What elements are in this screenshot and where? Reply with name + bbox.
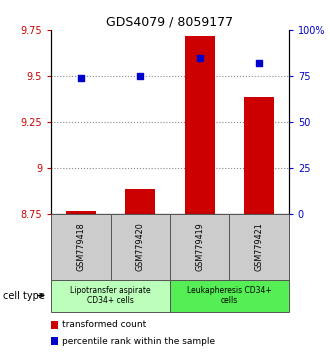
- Text: GSM779421: GSM779421: [254, 223, 264, 271]
- Text: GSM779420: GSM779420: [136, 223, 145, 271]
- Point: [256, 61, 262, 66]
- Point: [138, 73, 143, 79]
- Title: GDS4079 / 8059177: GDS4079 / 8059177: [106, 16, 234, 29]
- Text: percentile rank within the sample: percentile rank within the sample: [62, 337, 215, 346]
- Text: GSM779418: GSM779418: [76, 223, 85, 271]
- Text: transformed count: transformed count: [62, 320, 147, 329]
- Text: cell type: cell type: [3, 291, 45, 301]
- Text: GSM779419: GSM779419: [195, 223, 204, 271]
- Point: [197, 55, 202, 61]
- Bar: [244, 97, 274, 214]
- Bar: [125, 189, 155, 214]
- Text: Leukapheresis CD34+
cells: Leukapheresis CD34+ cells: [187, 286, 272, 305]
- Point: [78, 75, 83, 81]
- Bar: [66, 211, 96, 214]
- Bar: [185, 36, 214, 214]
- Text: Lipotransfer aspirate
CD34+ cells: Lipotransfer aspirate CD34+ cells: [70, 286, 151, 305]
